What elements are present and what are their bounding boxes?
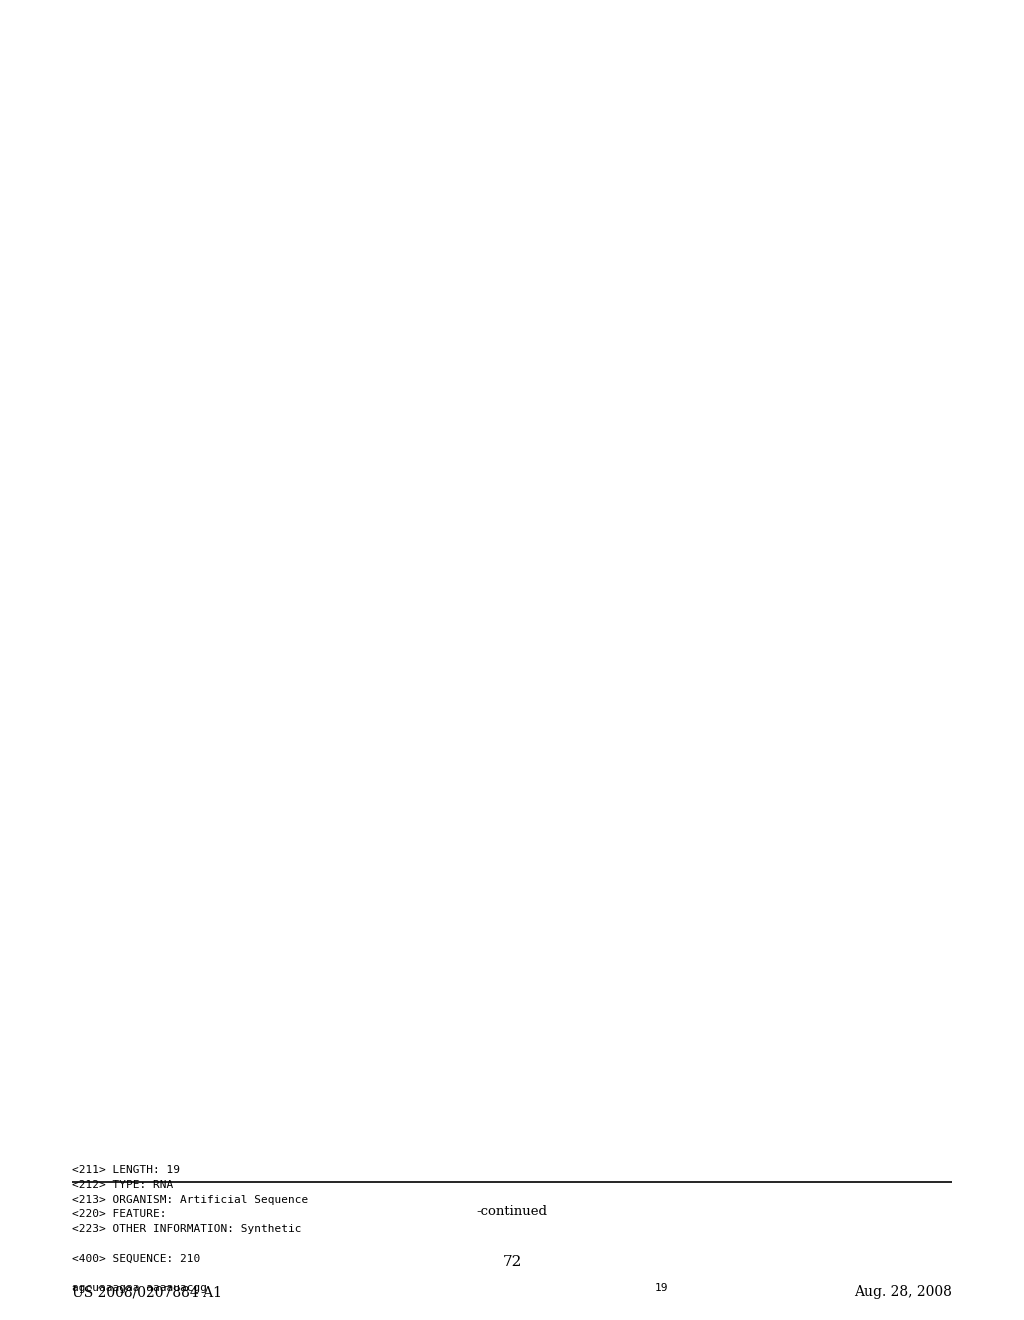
Text: <223> OTHER INFORMATION: Synthetic: <223> OTHER INFORMATION: Synthetic — [72, 1224, 301, 1234]
Text: US 2008/0207884 A1: US 2008/0207884 A1 — [72, 1284, 222, 1299]
Text: 72: 72 — [503, 1255, 521, 1269]
Text: Aug. 28, 2008: Aug. 28, 2008 — [854, 1284, 952, 1299]
Text: <400> SEQUENCE: 210: <400> SEQUENCE: 210 — [72, 1254, 201, 1263]
Text: <211> LENGTH: 19: <211> LENGTH: 19 — [72, 1166, 180, 1175]
Text: 19: 19 — [655, 1283, 669, 1294]
Text: -continued: -continued — [476, 1205, 548, 1218]
Text: <212> TYPE: RNA: <212> TYPE: RNA — [72, 1180, 173, 1189]
Text: <220> FEATURE:: <220> FEATURE: — [72, 1209, 167, 1220]
Text: <213> ORGANISM: Artificial Sequence: <213> ORGANISM: Artificial Sequence — [72, 1195, 308, 1205]
Text: agcuaaagaa aaaauacgg: agcuaaagaa aaaauacgg — [72, 1283, 207, 1294]
